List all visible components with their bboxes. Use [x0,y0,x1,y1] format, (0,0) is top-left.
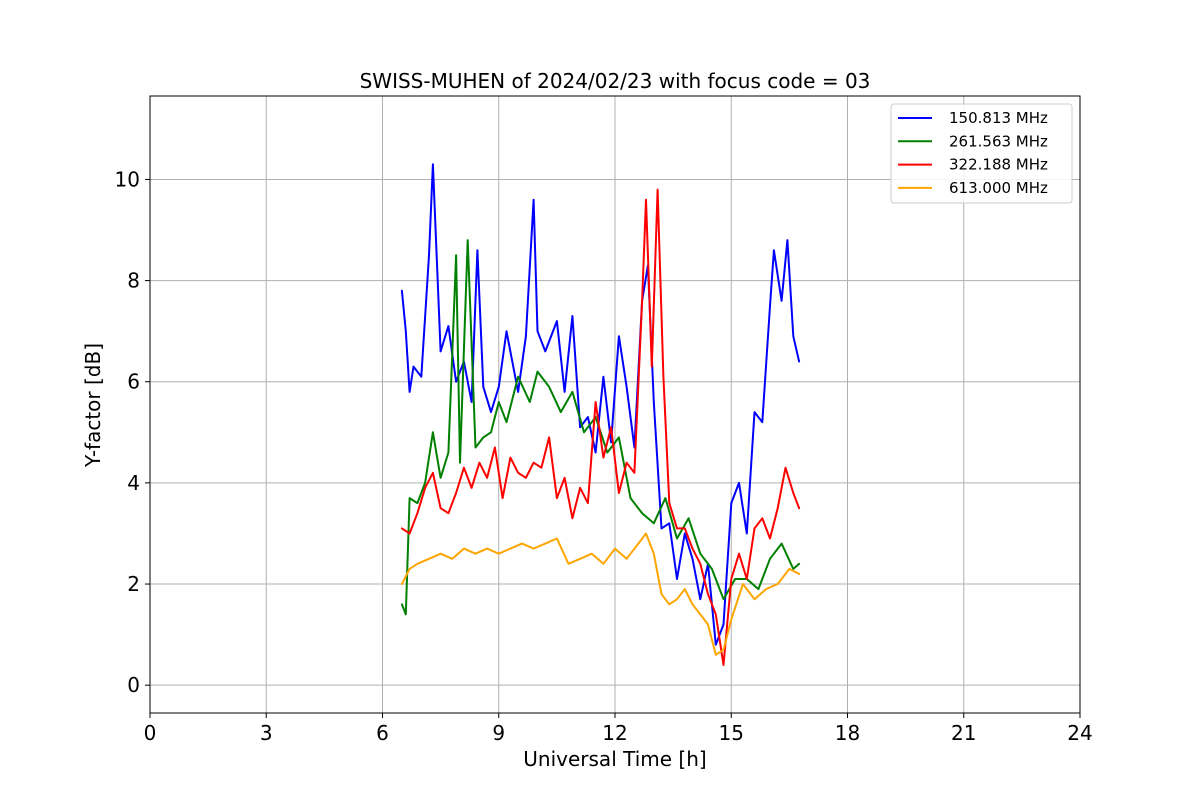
series-line-1 [400,163,801,646]
x-tick-label: 6 [376,721,389,745]
x-tick-label: 21 [951,721,976,745]
legend-label: 261.563 MHz [949,132,1048,150]
y-tick-label: 2 [127,572,140,596]
y-axis-label: Y-factor [dB] [81,343,105,468]
y-tick-label: 6 [127,370,140,394]
x-axis-label: Universal Time [h] [523,747,706,771]
x-tick-label: 15 [719,721,744,745]
y-tick-label: 8 [127,269,140,293]
legend-label: 613.000 MHz [949,179,1048,197]
y-tick-label: 10 [115,167,140,191]
x-tick-label: 18 [835,721,860,745]
x-tick-label: 9 [492,721,505,745]
legend-label: 322.188 MHz [949,156,1048,174]
chart-title: SWISS-MUHEN of 2024/02/23 with focus cod… [360,69,871,93]
series-layer [400,163,801,666]
x-tick-label: 0 [144,721,157,745]
legend-box [890,103,1073,204]
legend: 150.813 MHz 261.563 MHz 322.188 MHz 613.000… [890,103,1073,204]
legend-label: 150.813 MHz [949,109,1048,127]
x-tick-label: 12 [602,721,627,745]
y-tick-label: 4 [127,471,140,495]
y-tick-label: 0 [127,673,140,697]
series-line-3 [400,188,801,666]
x-tick-label: 3 [260,721,273,745]
x-tick-label: 24 [1067,721,1092,745]
series-line-2 [400,239,801,616]
series-line-4 [400,532,801,656]
